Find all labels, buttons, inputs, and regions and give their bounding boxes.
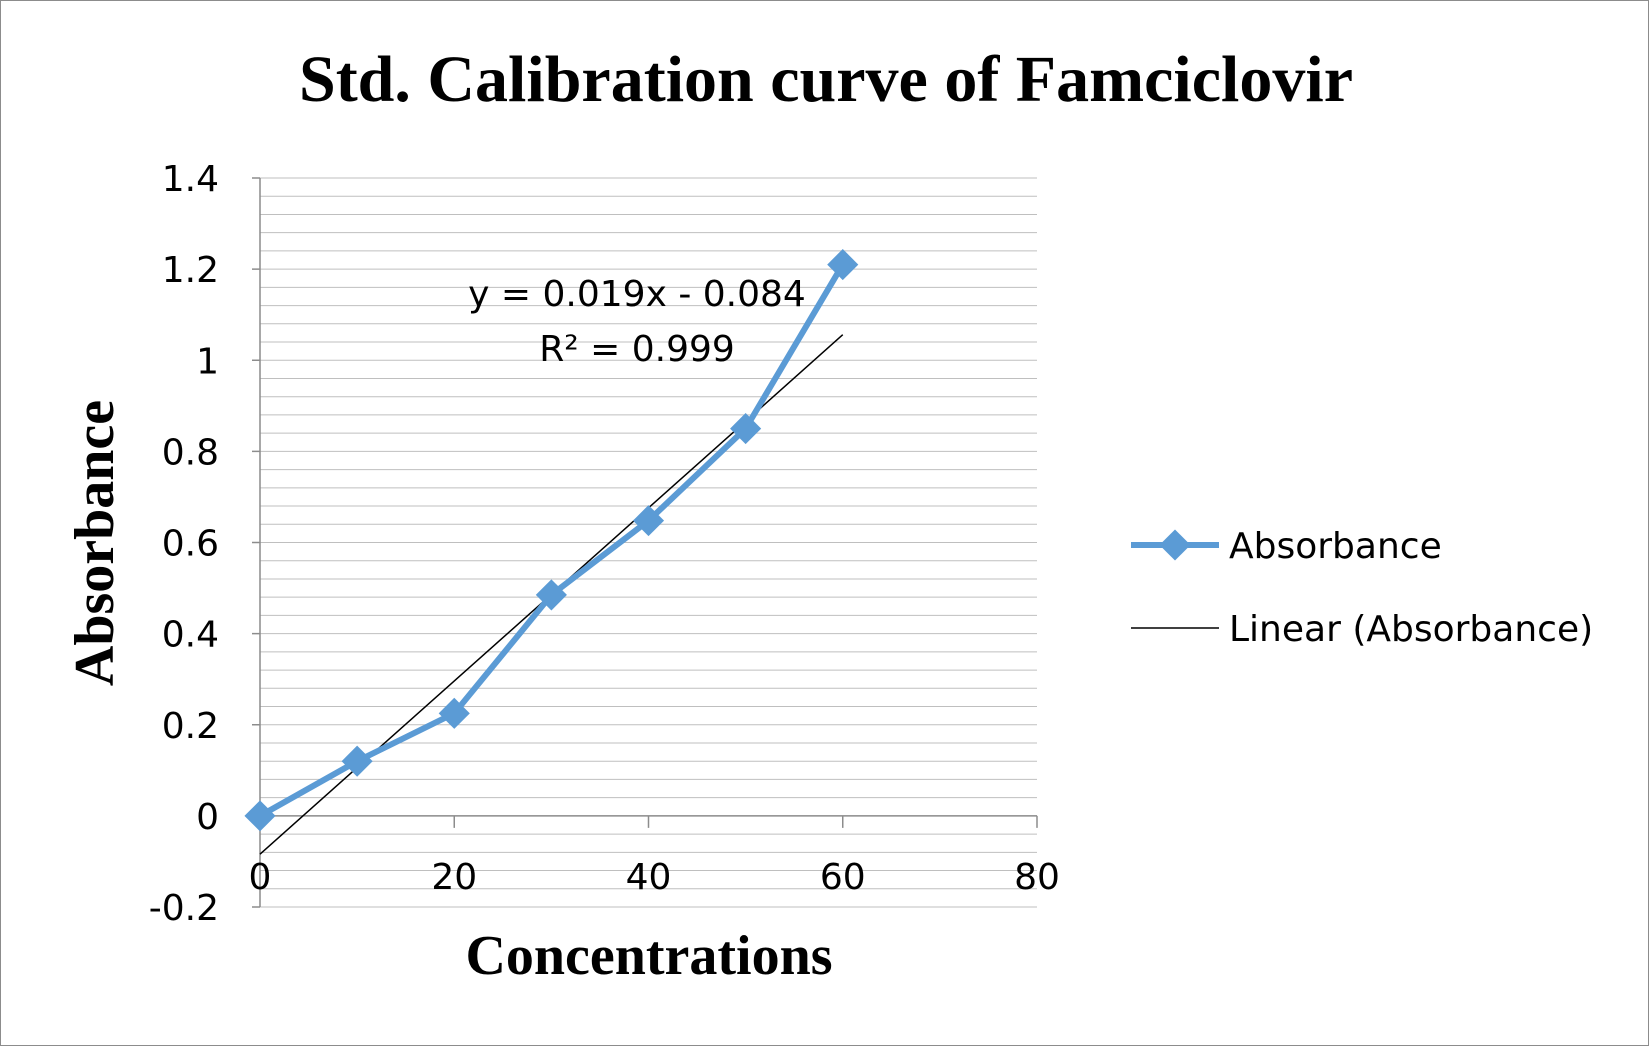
y-tick-label: 0.6: [162, 524, 219, 565]
legend-absorbance-marker: [1159, 529, 1191, 561]
y-tick-label: -0.2: [149, 888, 219, 929]
y-tick-label: 0: [196, 797, 219, 838]
y-tick-label: 1: [196, 341, 219, 382]
data-point: [730, 413, 762, 445]
x-tick-label: 0: [249, 857, 272, 898]
legend: Absorbance Linear (Absorbance): [1131, 526, 1593, 650]
x-tick-label: 40: [626, 857, 672, 898]
data-point: [438, 697, 470, 729]
y-tick-label: 0.4: [162, 615, 219, 656]
y-tick-label: 1.2: [162, 250, 219, 291]
x-tick-label: 60: [820, 857, 866, 898]
x-tick-label: 20: [431, 857, 477, 898]
data-point: [341, 745, 373, 777]
y-tick-label: 0.8: [162, 432, 219, 473]
legend-linear-label: Linear (Absorbance): [1229, 609, 1593, 650]
series-absorbance: [244, 249, 859, 832]
legend-absorbance-label: Absorbance: [1229, 526, 1442, 567]
trendline-equation: y = 0.019x - 0.084: [468, 274, 806, 315]
y-tick-label: 0.2: [162, 706, 219, 747]
data-point: [244, 800, 276, 832]
data-point: [827, 249, 859, 281]
r-squared-label: R² = 0.999: [539, 329, 735, 370]
y-tick-label: 1.4: [162, 159, 219, 200]
y-axis-title: Absorbance: [64, 400, 126, 686]
x-tick-label: 80: [1014, 857, 1060, 898]
x-axis-title: Concentrations: [465, 925, 832, 987]
tick-labels: -0.2 0 0.2 0.4 0.6 0.8 1 1.2 1.4 0 20 40 60 80: [149, 159, 1060, 929]
chart-title: Std. Calibration curve of Famciclovir: [299, 43, 1353, 116]
